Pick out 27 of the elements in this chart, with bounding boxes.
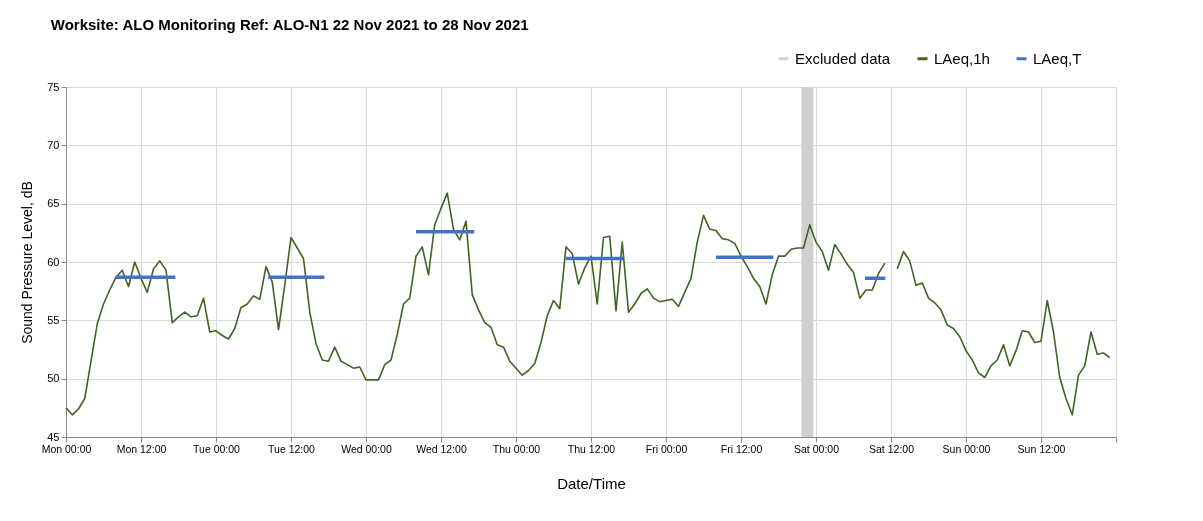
x-tick-label: Wed 12:00: [416, 442, 467, 455]
y-tick-label: 60: [47, 255, 60, 268]
x-axis-title: Date/Time: [557, 475, 626, 492]
y-tick-label: 45: [47, 430, 60, 443]
x-tick-label: Thu 12:00: [567, 442, 616, 455]
x-tick-label: Wed 00:00: [341, 442, 392, 455]
x-tick-label: Tue 12:00: [268, 442, 316, 455]
x-tick-label: Fri 12:00: [720, 442, 763, 455]
x-tick-label: Mon 00:00: [41, 442, 92, 455]
x-tick-label: Sun 00:00: [942, 442, 991, 455]
legend-label: LAeq,1h: [934, 49, 990, 67]
x-tick-label: Sun 12:00: [1017, 442, 1066, 455]
y-tick-label: 75: [47, 80, 60, 93]
legend-label: LAeq,T: [1033, 49, 1082, 67]
x-tick-label: Tue 00:00: [193, 442, 241, 455]
chart-title: Worksite: ALO Monitoring Ref: ALO-N1 22 Nov 2021 to 28 Nov 2021: [50, 16, 529, 33]
x-tick-label: Fri 00:00: [645, 442, 688, 455]
x-tick-label: Sat 12:00: [869, 442, 915, 455]
y-tick-label: 70: [47, 138, 60, 151]
y-axis-title: Sound Pressure Level, dB: [19, 181, 36, 344]
y-tick-label: 55: [47, 313, 60, 326]
y-tick-label: 50: [47, 372, 60, 385]
legend-label: Excluded data: [795, 49, 891, 67]
x-tick-label: Sat 00:00: [794, 442, 840, 455]
x-tick-label: Mon 12:00: [116, 442, 167, 455]
x-tick-label: Thu 00:00: [492, 442, 541, 455]
y-tick-label: 65: [47, 197, 60, 210]
